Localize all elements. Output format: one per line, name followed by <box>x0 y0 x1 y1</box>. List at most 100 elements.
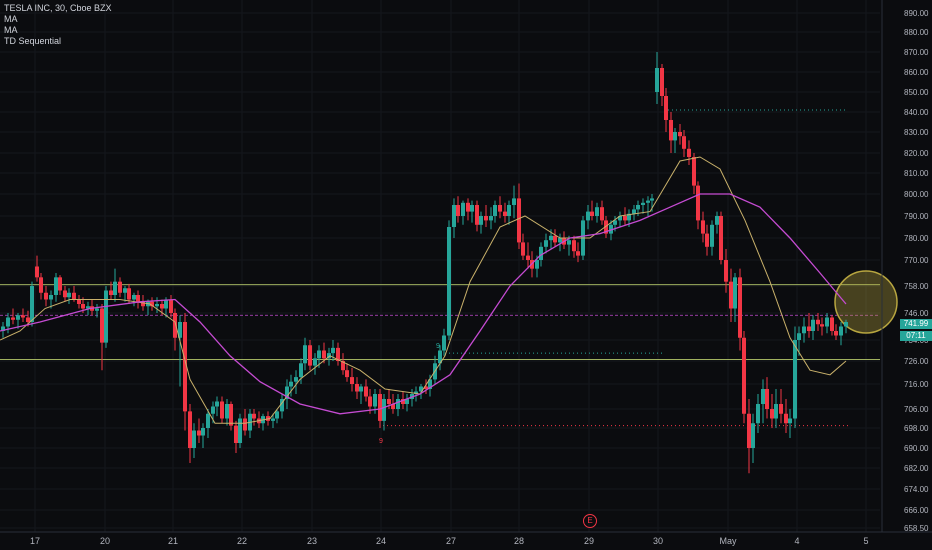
candle-body <box>521 242 525 256</box>
grid-lines <box>0 0 880 532</box>
candle <box>669 112 673 153</box>
candle-body <box>63 290 67 298</box>
price-axis: 890.00 880.00 870.00 860.00 850.00 840.00 830.… <box>881 0 929 533</box>
candle-body <box>308 345 312 366</box>
candle-body <box>438 350 442 364</box>
candle-body <box>839 326 843 336</box>
candle-body <box>81 304 85 309</box>
candle <box>438 345 442 371</box>
legend-ma-2[interactable]: MA <box>4 25 18 35</box>
candle <box>475 200 479 232</box>
candle-body <box>155 304 159 307</box>
candle-body <box>317 350 321 359</box>
candle <box>586 205 590 230</box>
candle-body <box>470 205 474 212</box>
candle-body <box>784 413 788 424</box>
candle <box>355 377 359 399</box>
candle <box>396 394 400 417</box>
candle <box>692 153 696 194</box>
candle <box>747 399 751 474</box>
time-tick-label: 20 <box>100 536 110 546</box>
candle-body <box>618 216 622 221</box>
candle-body <box>456 205 460 216</box>
candle <box>215 396 219 417</box>
candle <box>664 88 668 132</box>
candle-body <box>678 132 682 137</box>
candle-body <box>802 326 806 334</box>
candle-body <box>489 216 493 221</box>
candle-body <box>816 319 820 325</box>
candle-body <box>507 205 511 216</box>
candle <box>132 292 136 307</box>
price-tick-label: 780.00 <box>904 234 929 243</box>
candle <box>67 288 71 304</box>
candle-body <box>327 353 331 359</box>
candle <box>521 233 525 260</box>
candle-body <box>16 315 20 320</box>
candle-body <box>715 216 719 225</box>
candle-body <box>322 350 326 359</box>
candle <box>447 220 451 340</box>
candle-body <box>820 324 824 327</box>
candle <box>271 413 275 428</box>
candle-body <box>572 240 576 252</box>
candle-body <box>424 386 428 389</box>
time-tick-label: 29 <box>584 536 594 546</box>
candle-body <box>544 240 548 247</box>
candle-body <box>664 96 668 120</box>
candle <box>350 367 354 392</box>
candle-body <box>719 216 723 260</box>
legend-ma-1[interactable]: MA <box>4 14 18 24</box>
candle <box>405 394 409 412</box>
candle-body <box>503 211 507 216</box>
candle-body <box>39 277 43 293</box>
candle-body <box>1 326 5 331</box>
candle-body <box>238 418 242 443</box>
candle-body <box>512 198 516 205</box>
time-tick-label: 17 <box>30 536 40 546</box>
candle <box>206 409 210 438</box>
candle-body <box>526 255 530 260</box>
candle-body <box>299 363 303 378</box>
price-tick-label: 658.50 <box>904 524 929 533</box>
candle <box>484 205 488 227</box>
candle <box>248 409 252 438</box>
candle-body <box>539 246 543 260</box>
candle <box>16 313 20 329</box>
candle <box>382 394 386 431</box>
candle <box>225 399 229 426</box>
candle <box>197 418 201 443</box>
candle-body <box>414 391 418 394</box>
candle-body <box>751 423 755 448</box>
candle-body <box>275 411 279 419</box>
candle-body <box>636 205 640 210</box>
earnings-event-icon[interactable]: E <box>583 514 597 528</box>
legend-td-sequential[interactable]: TD Sequential <box>4 36 62 46</box>
candle-body <box>345 370 349 378</box>
candle-body <box>452 205 456 227</box>
candle <box>774 389 778 428</box>
candle-body <box>646 200 650 203</box>
candle <box>507 200 511 225</box>
candle <box>738 268 742 351</box>
candle <box>544 233 548 254</box>
candle <box>503 202 507 223</box>
candle-body <box>641 202 645 205</box>
candle-body <box>58 277 62 291</box>
candle <box>275 409 279 424</box>
candle <box>136 290 140 309</box>
candle-body <box>294 377 298 382</box>
candle-body <box>687 148 691 157</box>
candle <box>63 286 67 302</box>
td-count-label: 9 <box>436 343 440 350</box>
candle-body <box>682 136 686 149</box>
candle <box>461 200 465 225</box>
candle-body <box>355 384 359 392</box>
candle <box>710 220 714 256</box>
candle-body <box>779 404 783 414</box>
candle <box>470 200 474 223</box>
candle-body <box>215 401 219 407</box>
candle <box>6 313 10 334</box>
candle <box>313 353 317 375</box>
